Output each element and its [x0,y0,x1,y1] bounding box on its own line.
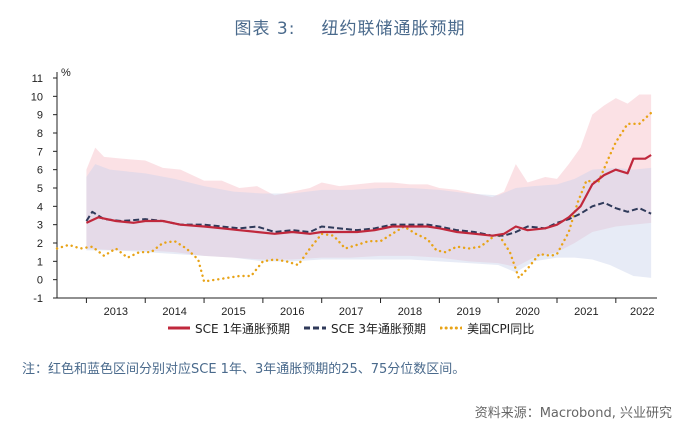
y-tick-label: 11 [32,73,43,85]
y-tick-label: 4 [37,201,43,213]
band-sce3 [86,164,652,278]
legend-item-sce1: SCE 1年通胀预期 [168,320,290,337]
y-tick-label: 2 [37,238,43,250]
source-text: 资料来源：Macrobond, 兴业研究 [474,406,672,421]
series-cpi-line [55,111,653,283]
band-sce1 [86,94,652,267]
y-tick-label: 9 [37,110,43,122]
chart-legend: SCE 1年通胀预期 SCE 3年通胀预期 美国CPI同比 [168,318,548,338]
y-axis-unit: % [61,67,71,79]
x-tick-label: 2014 [162,306,186,318]
y-tick-label: 7 [37,146,43,158]
legend-label-sce1: SCE 1年通胀预期 [195,321,291,336]
y-tick-label: 3 [37,220,43,232]
chart-title: 图表 3: 纽约联储通胀预期 [0,14,700,39]
y-tick-label: 0 [37,275,43,287]
legend-item-cpi: 美国CPI同比 [440,320,534,337]
y-tick-label: 6 [37,165,43,177]
y-tick-label: 8 [37,128,43,140]
legend-item-sce3: SCE 3年通胀预期 [304,320,426,337]
legend-swatch-sce1 [168,326,190,330]
x-tick-label: 2021 [574,306,598,318]
legend-label-sce3: SCE 3年通胀预期 [331,321,427,336]
x-tick-label: 2017 [339,306,363,318]
y-tick-label: 5 [37,183,43,195]
x-tick-label: 2016 [280,306,304,318]
y-tick-label: 10 [31,91,43,103]
y-tick-label: -1 [33,293,43,305]
chart-title-label: 图表 3: [234,19,296,39]
x-tick-label: 2022 [630,306,654,318]
series-sce1-line [85,154,652,237]
legend-label-cpi: 美国CPI同比 [467,321,535,336]
y-tick-label: 1 [37,256,43,268]
footnote: 注：红色和蓝色区间分别对应SCE 1年、3年通胀预期的25、75分位数区间。 [22,362,466,377]
legend-swatch-cpi [440,326,463,330]
x-tick-label: 2013 [104,306,128,318]
x-tick-label: 2019 [457,306,481,318]
x-tick-label: 2018 [398,306,422,318]
x-tick-label: 2015 [221,306,245,318]
series-sce3-line [85,201,652,237]
chart-title-text: 纽约联储通胀预期 [321,19,466,39]
legend-swatch-sce3 [304,326,327,330]
x-tick-label: 2020 [515,306,539,318]
line-chart: -1 0 1 2 3 4 5 6 7 8 9 10 11 % 2013 2014 2015 2016 2017 201… [31,67,657,318]
